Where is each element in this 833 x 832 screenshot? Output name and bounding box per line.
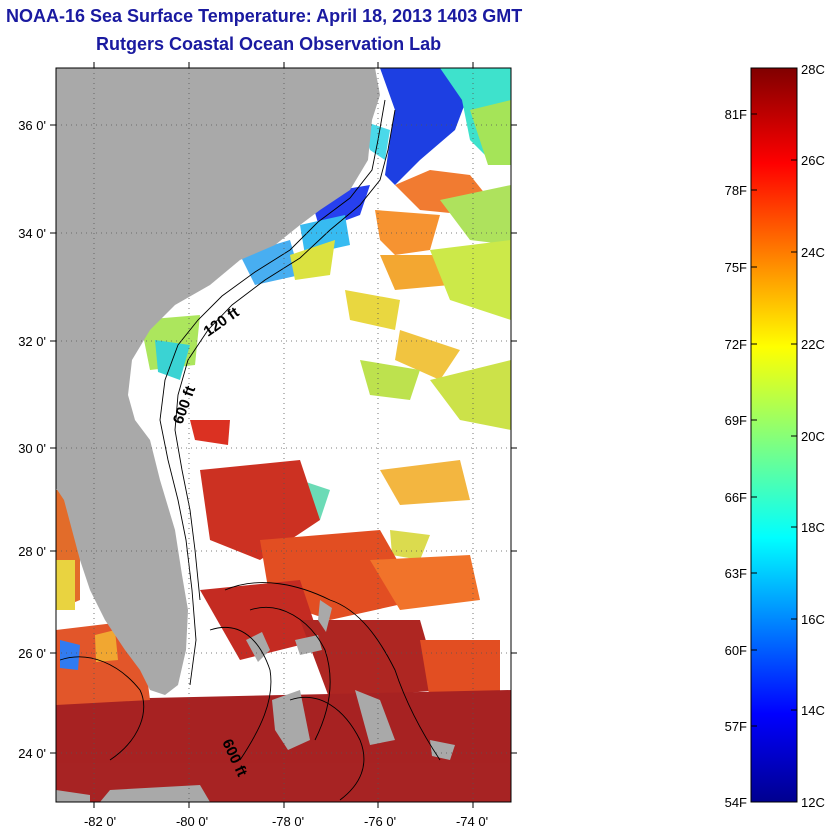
lon-tick-label: -82 0' — [84, 814, 116, 829]
lon-tick-label: -74 0' — [456, 814, 488, 829]
map-title: NOAA-16 Sea Surface Temperature: April 1… — [6, 6, 523, 26]
colorbar-f-label: 75F — [725, 260, 747, 275]
colorbar-c-label: 28C — [801, 62, 825, 77]
colorbar-f-label: 78F — [725, 183, 747, 198]
colorbar-f-label: 66F — [725, 490, 747, 505]
colorbar-c-label: 14C — [801, 703, 825, 718]
colorbar-f-label: 57F — [725, 719, 747, 734]
colorbar-f-label: 54F — [725, 795, 747, 810]
axis-ticks — [50, 62, 517, 808]
lat-tick-label: 28 0' — [18, 544, 46, 559]
bathymetry-contours — [59, 99, 441, 801]
lat-tick-label: 26 0' — [18, 646, 46, 661]
sst-patches — [56, 68, 511, 802]
colorbar-f-label: 63F — [725, 566, 747, 581]
lat-tick-label: 24 0' — [18, 746, 46, 761]
lat-tick-label: 32 0' — [18, 334, 46, 349]
colorbar-f-label: 81F — [725, 107, 747, 122]
lon-tick-label: -76 0' — [364, 814, 396, 829]
lat-tick-label: 30 0' — [18, 441, 46, 456]
colorbar-f-label: 60F — [725, 643, 747, 658]
grid-lines — [56, 68, 511, 802]
colorbar-f-label: 69F — [725, 413, 747, 428]
colorbar-c-label: 12C — [801, 795, 825, 810]
colorbar-c-label: 22C — [801, 337, 825, 352]
map-subtitle: Rutgers Coastal Ocean Observation Lab — [96, 34, 442, 54]
lon-tick-label: -80 0' — [176, 814, 208, 829]
colorbar-c-label: 20C — [801, 429, 825, 444]
colorbar — [750, 67, 798, 803]
lat-tick-label: 36 0' — [18, 118, 46, 133]
colorbar-ticks — [751, 113, 797, 727]
colorbar-c-label: 18C — [801, 520, 825, 535]
land-mainland — [56, 68, 380, 695]
colorbar-f-label: 72F — [725, 337, 747, 352]
colorbar-c-label: 16C — [801, 612, 825, 627]
colorbar-c-label: 26C — [801, 153, 825, 168]
land-islands — [56, 600, 455, 802]
colorbar-c-label: 24C — [801, 245, 825, 260]
lat-tick-label: 34 0' — [18, 226, 46, 241]
lon-tick-label: -78 0' — [272, 814, 304, 829]
